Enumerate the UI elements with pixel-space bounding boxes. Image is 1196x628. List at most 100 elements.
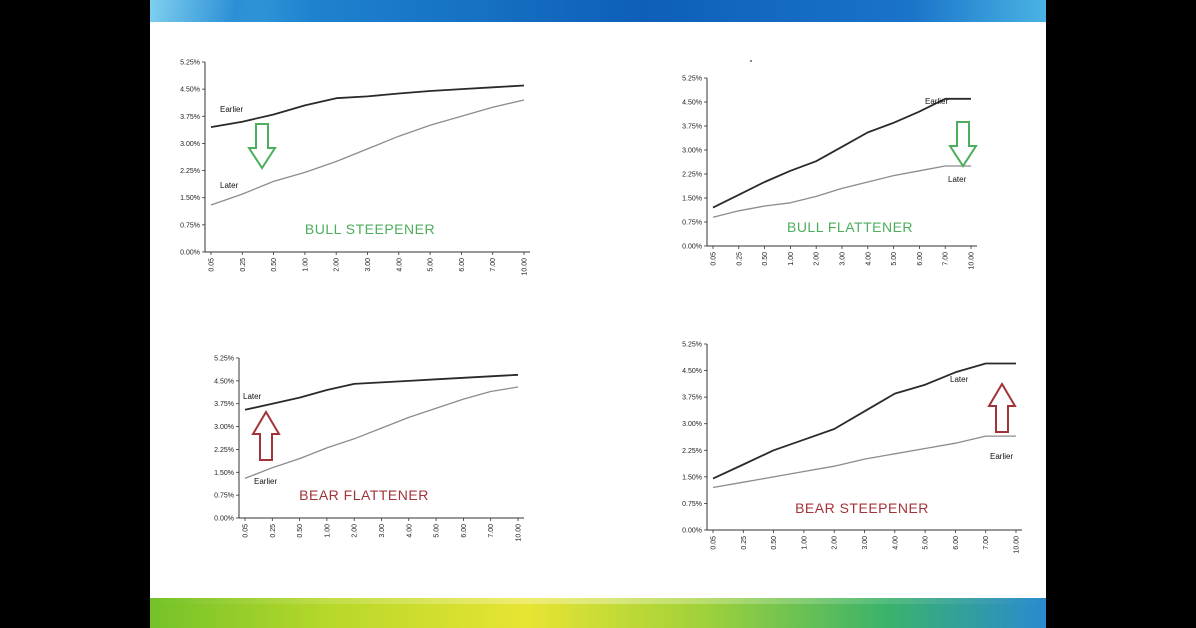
x-tick-label: 2.00	[352, 524, 359, 538]
x-tick-label: 5.00	[923, 536, 930, 550]
y-tick-label: 3.75%	[682, 124, 702, 131]
x-tick-label: 4.00	[406, 524, 413, 538]
y-tick-label: 5.25%	[682, 76, 702, 83]
y-tick-label: 0.75%	[682, 220, 702, 227]
chart-svg: 0.00% 0.75% 1.50% 2.25% 3.00% 3.75% 4.50% 5.25%…	[214, 356, 524, 542]
x-tick-label: 7.00	[488, 524, 495, 538]
x-tick-label: 6.00	[459, 258, 466, 272]
y-tick-label: 0.75%	[682, 501, 702, 508]
chart-title: BEAR FLATTENER	[299, 487, 429, 503]
y-tick-label: 0.00%	[682, 244, 702, 251]
y-tick-label: 1.50%	[682, 196, 702, 203]
chart-svg: 0.00% 0.75% 1.50% 2.25% 3.00% 3.75% 4.50% 5.25%…	[682, 342, 1022, 554]
x-tick-label: 4.00	[396, 258, 403, 272]
series-label-later: Later	[948, 175, 967, 184]
x-tick-label: 3.00	[365, 258, 372, 272]
x-tick-label: 6.00	[917, 252, 924, 266]
x-tick-label: 0.50	[297, 524, 304, 538]
x-tick-label: 0.50	[762, 252, 769, 266]
x-tick-label: 4.00	[865, 252, 872, 266]
x-tick-label: 0.05	[243, 524, 250, 538]
x-tick-label: 0.25	[741, 536, 748, 550]
y-tick-label: 2.25%	[682, 172, 702, 179]
series-label-earlier: Earlier	[925, 97, 948, 106]
series-label-earlier: Earlier	[254, 477, 277, 486]
slide: 0.00% 0.75% 1.50% 2.25% 3.00% 3.75% 4.50% 5.25%…	[150, 0, 1046, 628]
x-tick-label: 10.00	[969, 252, 976, 270]
x-tick-label: 6.00	[953, 536, 960, 550]
series-line-earlier	[210, 84, 525, 128]
series-line-earlier	[244, 386, 519, 480]
x-tick-label: 4.00	[892, 536, 899, 550]
y-tick-label: 3.00%	[214, 424, 234, 431]
header-band	[150, 0, 1046, 22]
y-tick-label: 0.75%	[214, 493, 234, 500]
x-tick-label: 10.00	[522, 258, 529, 276]
y-tick-label: 0.00%	[682, 528, 702, 535]
y-tick-label: 0.75%	[180, 222, 200, 229]
chart-title: BULL STEEPENER	[305, 221, 435, 237]
chart-svg: 0.00% 0.75% 1.50% 2.25% 3.00% 3.75% 4.50% 5.25%…	[682, 76, 978, 270]
y-tick-label: 5.25%	[214, 356, 234, 363]
series-line-earlier	[712, 97, 971, 209]
x-tick-label: 3.00	[862, 536, 869, 550]
series-label-earlier: Earlier	[220, 105, 243, 114]
x-tick-label: 6.00	[461, 524, 468, 538]
series-line-earlier	[712, 435, 1016, 489]
x-tick-label: 3.00	[840, 252, 847, 266]
y-tick-label: 4.50%	[214, 378, 234, 385]
series-label-later: Later	[220, 181, 239, 190]
x-tick-label: 1.00	[801, 536, 808, 550]
y-tick-label: 3.00%	[682, 148, 702, 155]
x-tick-label: 3.00	[379, 524, 386, 538]
x-tick-label: 10.00	[1014, 536, 1021, 554]
x-tick-label: 2.00	[814, 252, 821, 266]
y-tick-label: 5.25%	[682, 342, 702, 349]
x-tick-label: 1.00	[302, 258, 309, 272]
x-tick-label: 0.05	[711, 536, 718, 550]
chart-bear-steepener: 0.00% 0.75% 1.50% 2.25% 3.00% 3.75% 4.50% 5.25%…	[150, 0, 1046, 628]
y-tick-label: 2.25%	[682, 448, 702, 455]
arrow-down-icon	[247, 123, 277, 170]
y-tick-label: 4.50%	[180, 87, 200, 94]
y-tick-label: 5.25%	[180, 60, 200, 67]
x-tick-label: 1.00	[324, 524, 331, 538]
arrow-down-icon	[948, 121, 978, 168]
x-tick-label: 0.50	[271, 258, 278, 272]
series-line-later	[712, 362, 1016, 480]
y-tick-label: 2.25%	[180, 168, 200, 175]
chart-title: BULL FLATTENER	[787, 219, 913, 235]
y-tick-label: 0.00%	[214, 516, 234, 523]
series-label-later: Later	[950, 375, 969, 384]
x-tick-label: 7.00	[490, 258, 497, 272]
arrow-up-icon	[987, 382, 1017, 433]
y-tick-label: 3.75%	[682, 395, 702, 402]
x-tick-label: 0.05	[209, 258, 216, 272]
x-tick-label: 0.50	[771, 536, 778, 550]
series-label-earlier: Earlier	[990, 452, 1013, 461]
chart-svg: 0.00% 0.75% 1.50% 2.25% 3.00% 3.75% 4.50% 5.25%…	[180, 60, 530, 276]
y-tick-label: 1.50%	[682, 474, 702, 481]
speck	[750, 60, 752, 62]
y-tick-label: 3.00%	[682, 421, 702, 428]
y-tick-label: 1.50%	[214, 470, 234, 477]
x-tick-label: 7.00	[943, 252, 950, 266]
x-tick-label: 5.00	[434, 524, 441, 538]
series-line-later	[244, 373, 519, 411]
x-tick-label: 0.25	[270, 524, 277, 538]
x-tick-label: 2.00	[832, 536, 839, 550]
x-tick-label: 0.05	[711, 252, 718, 266]
chart-bear-flattener: 0.00% 0.75% 1.50% 2.25% 3.00% 3.75% 4.50% 5.25%…	[150, 0, 1046, 628]
chart-bull-flattener: 0.00% 0.75% 1.50% 2.25% 3.00% 3.75% 4.50% 5.25%…	[150, 0, 1046, 628]
y-tick-label: 4.50%	[682, 100, 702, 107]
series-line-later	[712, 165, 971, 218]
arrow-up-icon	[251, 410, 281, 461]
x-tick-label: 1.00	[788, 252, 795, 266]
x-tick-label: 2.00	[334, 258, 341, 272]
y-tick-label: 3.00%	[180, 141, 200, 148]
x-tick-label: 7.00	[983, 536, 990, 550]
x-tick-label: 0.25	[240, 258, 247, 272]
y-tick-label: 2.25%	[214, 447, 234, 454]
x-tick-label: 0.25	[736, 252, 743, 266]
y-tick-label: 3.75%	[214, 401, 234, 408]
